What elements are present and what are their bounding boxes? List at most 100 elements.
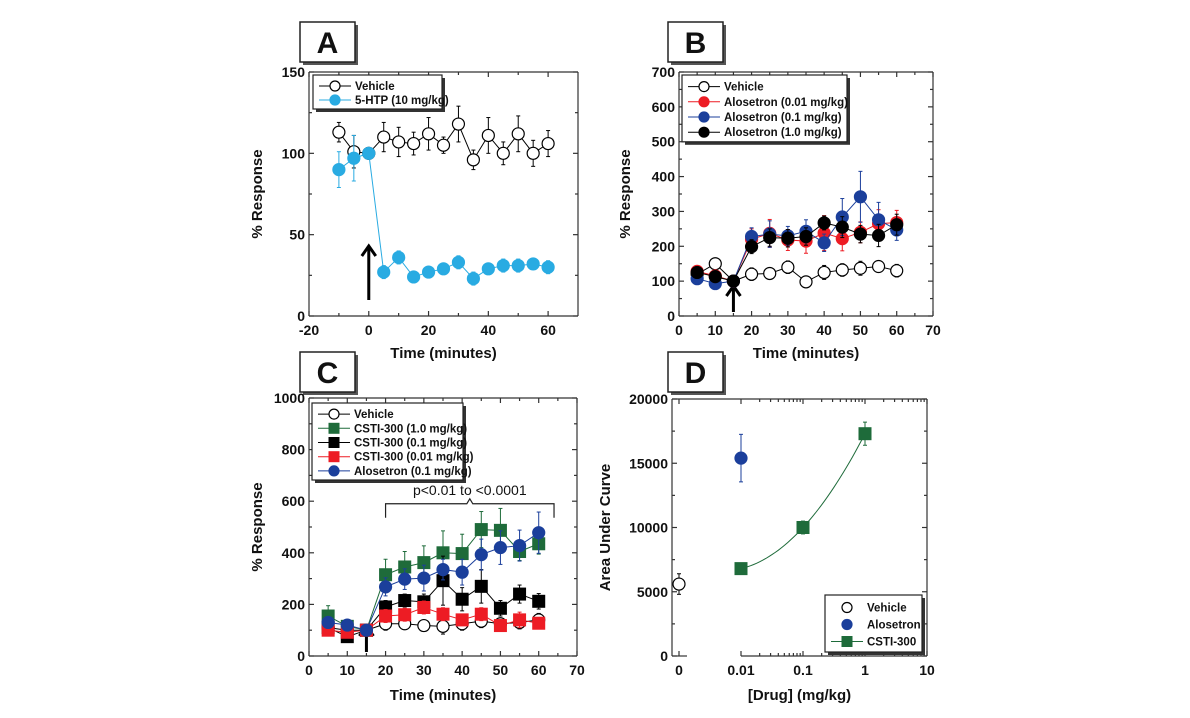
legend-entry: CSTI-300 (0.01 mg/kg) (318, 451, 474, 464)
y-tick-label: 150 (282, 64, 306, 80)
data-point (511, 258, 525, 273)
series-alosetron-0-1-mg-kg- (321, 511, 546, 637)
data-point (436, 607, 450, 621)
legend-marker (698, 111, 710, 123)
legend-entry: Alosetron (841, 618, 921, 632)
data-point (744, 240, 759, 254)
data-point (858, 427, 872, 441)
legend-entry: Alosetron (0.1 mg/kg) (318, 465, 472, 478)
data-point (708, 257, 722, 271)
x-axis-label: Time (minutes) (753, 345, 859, 362)
data-point (455, 592, 469, 606)
data-point (451, 117, 466, 131)
data-point (451, 255, 466, 269)
data-point (378, 580, 393, 594)
panel-label-box (299, 351, 356, 393)
y-tick-label: 1000 (274, 390, 305, 406)
data-point (513, 613, 527, 627)
x-tick-label: 40 (454, 662, 470, 678)
x-tick-label: 1 (861, 662, 869, 678)
data-point (421, 265, 436, 279)
data-point (890, 218, 904, 232)
panel-label: A (317, 27, 339, 60)
data-point (512, 538, 527, 553)
x-tick-label: 0 (305, 662, 313, 678)
y-tick-label: 500 (652, 134, 676, 150)
data-point (481, 262, 495, 276)
data-point (493, 541, 508, 555)
x-tick-label: 10 (707, 322, 723, 338)
series-5-htp-10-mg-kg- (332, 134, 555, 286)
data-point (398, 594, 412, 608)
legend-entry: 5-HTP (10 mg/kg) (319, 94, 449, 107)
y-tick-label: 0 (297, 648, 305, 664)
data-point (817, 236, 831, 250)
legend: Vehicle CSTI-300 (1.0 mg/kg) CSTI-300 (0.1… (311, 402, 474, 483)
x-tick-label: 40 (816, 322, 832, 338)
y-tick-label: 200 (282, 596, 306, 612)
legend-marker (841, 618, 853, 631)
panel-d: D 0 5000 10000 15000 20000 0 0.01 0.1 1 10 [Drug] (… (597, 351, 935, 704)
data-point (436, 262, 451, 276)
y-tick-label: 5000 (637, 584, 668, 600)
data-point (708, 270, 722, 284)
panel-c: C 0 200 400 600 800 1000 0 10 20 30 40 50 60 70 Time (m… (249, 351, 585, 704)
legend-label: CSTI-300 (867, 637, 916, 649)
panel-label: B (685, 27, 707, 60)
data-point (398, 572, 412, 586)
legend-entry: Vehicle (318, 408, 394, 421)
data-point (455, 547, 469, 561)
legend-entry: CSTI-300 (1.0 mg/kg) (318, 422, 467, 435)
data-point (763, 266, 777, 281)
data-point (672, 577, 686, 591)
legend-label: Alosetron (0.1 mg/kg) (354, 466, 472, 478)
data-point (417, 600, 431, 614)
data-point (871, 228, 886, 243)
x-tick-label: 30 (416, 662, 432, 678)
x-tick-label: 20 (744, 322, 760, 338)
data-point (744, 267, 759, 281)
x-tick-label: 0.1 (793, 662, 813, 678)
x-tick-label: 60 (889, 322, 905, 338)
x-tick-label: 70 (925, 322, 941, 338)
data-point (726, 274, 741, 288)
y-axis-label: % Response (249, 482, 266, 571)
legend-label: CSTI-300 (1.0 mg/kg) (354, 423, 467, 435)
data-point (763, 230, 777, 245)
data-point (347, 151, 361, 165)
data-point (436, 619, 450, 633)
legend-marker (841, 636, 853, 647)
panel-b: B 0 100 200 300 400 500 600 700 0 10 20 30 40 50 60 70 Ti… (617, 21, 941, 362)
data-point (734, 562, 748, 576)
x-tick-label: 40 (481, 322, 497, 338)
data-point (817, 216, 831, 230)
y-axis-label: % Response (249, 149, 266, 238)
series-csti-300 (734, 421, 872, 576)
y-axis-label: Area Under Curve (597, 464, 614, 592)
legend-entry: Alosetron (0.01 mg/kg) (688, 96, 848, 109)
x-tick-label: 50 (853, 322, 869, 338)
legend-marker (329, 80, 341, 92)
legend-label: Vehicle (724, 82, 764, 94)
legend-marker (841, 601, 853, 614)
legend: Vehicle Alosetron CSTI-300 (824, 594, 925, 655)
series-alosetron-0-1-mg-kg- (690, 170, 904, 291)
data-point (417, 571, 431, 585)
data-point (526, 257, 540, 271)
data-point (407, 136, 421, 151)
data-point (455, 565, 469, 579)
legend-entry: CSTI-300 (0.1 mg/kg) (318, 437, 467, 450)
data-point (511, 127, 525, 141)
data-point (332, 125, 346, 139)
x-tick-label: 10 (919, 662, 935, 678)
legend-label: Alosetron (867, 620, 921, 632)
data-point (474, 548, 488, 562)
legend-marker (698, 126, 710, 138)
y-tick-label: 400 (652, 169, 676, 185)
data-point (734, 451, 748, 465)
panel-label: C (317, 357, 339, 390)
x-tick-label: 0 (675, 322, 683, 338)
significance-bracket (384, 497, 555, 518)
data-point (690, 265, 704, 280)
series-alosetron (734, 433, 748, 483)
